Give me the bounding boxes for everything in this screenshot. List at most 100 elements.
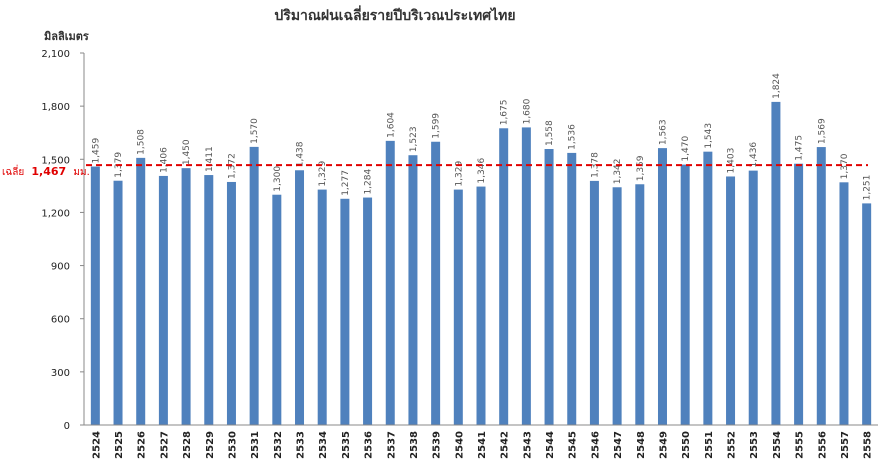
x-tick-label: 2527: [159, 431, 170, 459]
y-tick-label: 1,800: [41, 102, 70, 113]
x-tick-label: 2548: [636, 431, 647, 459]
bar: [158, 175, 168, 425]
bar: [363, 197, 373, 425]
x-tick-label: 2552: [727, 431, 738, 459]
average-label: เฉลี่ย 1,467 มม.: [2, 164, 90, 178]
x-tick-label: 2557: [840, 431, 851, 459]
bar: [453, 189, 463, 425]
data-label: 1,570: [250, 118, 260, 144]
x-tick-label: 2551: [704, 431, 715, 459]
bar: [249, 146, 259, 425]
x-tick-label: 2546: [590, 431, 601, 459]
data-label: 1,436: [749, 142, 759, 168]
bar: [476, 186, 486, 425]
bar: [295, 170, 305, 425]
bar: [431, 141, 441, 425]
x-tick-label: 2541: [477, 431, 488, 459]
bar: [385, 140, 395, 425]
x-tick-label: 2528: [182, 431, 193, 459]
bar: [521, 127, 531, 426]
data-label: 1,450: [182, 139, 192, 165]
data-label: 1,563: [658, 119, 668, 145]
x-tick-label: 2538: [409, 431, 420, 459]
x-tick-label: 2544: [545, 431, 556, 459]
bar: [90, 166, 100, 425]
x-tick-label: 2547: [613, 431, 624, 459]
x-tick-label: 2540: [454, 431, 465, 459]
x-tick-label: 2539: [432, 431, 443, 459]
x-tick-label: 2549: [658, 431, 669, 459]
bar: [680, 164, 690, 425]
bar: [635, 184, 645, 425]
data-label: 1,824: [772, 73, 782, 99]
data-label: 1,359: [636, 155, 646, 181]
x-tick-label: 2526: [137, 431, 148, 459]
data-label: 1,438: [296, 141, 306, 167]
y-tick-label: 1,500: [41, 155, 70, 166]
bar: [181, 168, 191, 425]
data-label: 1,300: [273, 166, 283, 192]
bar: [544, 149, 554, 426]
average-prefix: เฉลี่ย: [2, 164, 24, 178]
bar: [589, 180, 599, 425]
average-value: 1,467: [31, 165, 66, 178]
bar: [748, 170, 758, 425]
bar: [612, 187, 622, 425]
bar: [408, 155, 418, 425]
data-label: 1,372: [227, 153, 237, 179]
data-label: 1,599: [432, 113, 442, 139]
y-tick-label: 0: [64, 421, 70, 432]
y-axis: 0 300 600 900 1,200 1,500 1,800 2,100: [41, 49, 84, 432]
bars: [90, 101, 872, 426]
x-tick-label: 2558: [863, 431, 874, 459]
data-label: 1,680: [522, 98, 532, 124]
bar: [657, 148, 667, 425]
x-tick-label: 2534: [318, 431, 329, 459]
data-label: 1,342: [613, 159, 623, 185]
data-label: 1,475: [795, 135, 805, 161]
x-tick-label: 2543: [522, 431, 533, 459]
data-label: 1,346: [477, 158, 487, 184]
bar: [340, 198, 350, 425]
bar: [839, 182, 849, 425]
y-axis-label: มิลลิเมตร: [44, 30, 89, 43]
bar: [862, 203, 872, 425]
bar: [226, 181, 236, 425]
x-tick-label: 2550: [681, 431, 692, 459]
x-tick-label: 2530: [227, 431, 238, 459]
data-label: 1,558: [545, 120, 555, 146]
bar: [499, 128, 509, 426]
x-tick-label: 2533: [296, 431, 307, 459]
data-label: 1,329: [318, 161, 328, 187]
data-label: 1,536: [568, 124, 578, 150]
bar: [136, 157, 146, 425]
x-tick-label: 2531: [250, 431, 261, 459]
data-label: 1,508: [137, 129, 147, 155]
data-label: 1,543: [704, 123, 714, 149]
y-tick-label: 300: [51, 368, 70, 379]
x-tick-label: 2553: [749, 431, 760, 459]
x-tick-label: 2529: [205, 431, 216, 459]
data-label: 1,251: [863, 175, 873, 201]
x-tick-label: 2532: [273, 431, 284, 459]
bar: [272, 194, 282, 425]
data-label: 1,604: [386, 112, 396, 138]
data-label: 1,284: [364, 169, 374, 195]
data-label: 1,370: [840, 153, 850, 179]
bar: [794, 163, 804, 425]
data-label: 1,523: [409, 126, 419, 152]
x-tick-label: 2524: [91, 431, 102, 459]
y-tick-label: 600: [51, 315, 70, 326]
x-tick-label: 2556: [817, 431, 828, 459]
x-tick-label: 2536: [364, 431, 375, 459]
bar: [816, 147, 826, 425]
chart-title: ปริมาณฝนเฉลี่ยรายปีบริเวณประเทศไทย: [274, 5, 515, 24]
y-tick-label: 900: [51, 262, 70, 273]
y-tick-label: 2,100: [41, 49, 70, 60]
y-tick-label: 1,200: [41, 208, 70, 219]
data-labels: 1,4591,3791,5081,4061,4501,4111,3721,570…: [91, 73, 872, 201]
x-tick-label: 2545: [568, 431, 579, 459]
average-unit: มม.: [73, 167, 89, 178]
x-tick-label: 2554: [772, 431, 783, 459]
